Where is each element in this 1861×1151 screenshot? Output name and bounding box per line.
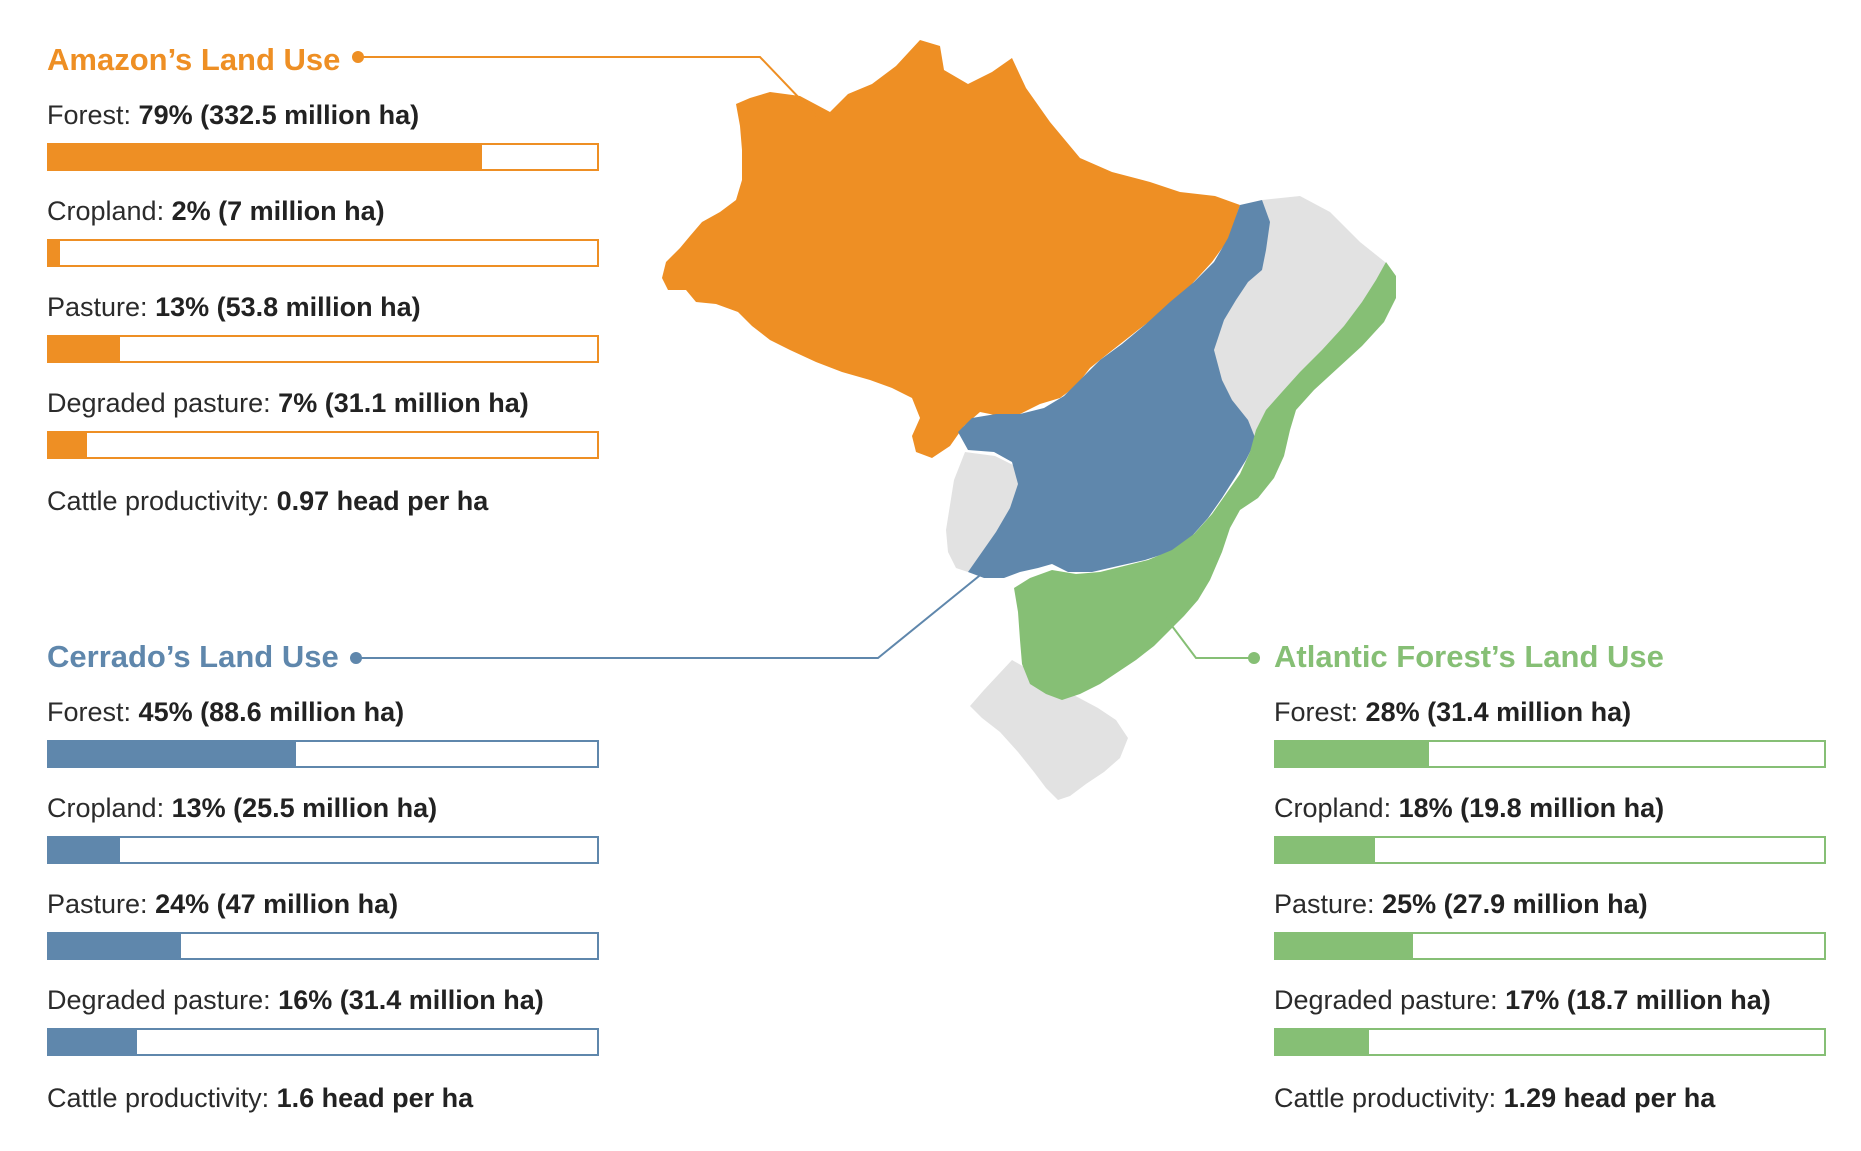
map-region-other-pantanal xyxy=(946,452,1020,572)
cattle-label: Cattle productivity: xyxy=(1274,1083,1497,1113)
atlantic-forest-cropland-bar xyxy=(1276,838,1375,862)
cerrado-degraded-pasture-bar-track xyxy=(47,1028,599,1056)
amazon-forest-bar-track xyxy=(47,143,599,171)
atlantic-forest-cropland-bar-track xyxy=(1274,836,1826,864)
atlantic-forest-forest-bar-track xyxy=(1274,740,1826,768)
amazon-cropland-label: Cropland: 2% (7 million ha) xyxy=(47,193,607,229)
metric-value: 25% (27.9 million ha) xyxy=(1382,889,1648,919)
metric-name: Pasture: xyxy=(1274,889,1375,919)
atlantic-forest-degraded-pasture-bar xyxy=(1276,1030,1370,1054)
atlantic-connector-dot xyxy=(1248,652,1260,664)
atlantic-forest-degraded-pasture-label: Degraded pasture: 17% (18.7 million ha) xyxy=(1274,982,1834,1018)
cerrado-cropland-bar xyxy=(49,838,121,862)
metric-value: 7% (31.1 million ha) xyxy=(278,388,529,418)
metric-name: Forest: xyxy=(47,697,132,727)
cerrado-cattle-productivity: Cattle productivity: 1.6 head per ha xyxy=(47,1078,607,1118)
cerrado-land-use-panel: Cerrado’s Land Use Forest: 45% (88.6 mill… xyxy=(47,637,607,1118)
metric-value: 2% (7 million ha) xyxy=(171,196,385,226)
atlantic-forest-pasture-bar xyxy=(1276,934,1413,958)
cerrado-pasture-bar xyxy=(49,934,181,958)
atlantic-forest-cattle-productivity: Cattle productivity: 1.29 head per ha xyxy=(1274,1078,1834,1118)
atlantic-forest-degraded-pasture-bar-track xyxy=(1274,1028,1826,1056)
amazon-connector-line xyxy=(358,56,825,125)
metric-name: Pasture: xyxy=(47,889,148,919)
cerrado-pasture-bar-track xyxy=(47,932,599,960)
amazon-panel-title: Amazon’s Land Use xyxy=(47,42,341,77)
amazon-degraded-pasture-label: Degraded pasture: 7% (31.1 million ha) xyxy=(47,385,607,421)
metric-value: 79% (332.5 million ha) xyxy=(138,100,420,130)
atlantic-connector-line xyxy=(1165,617,1254,659)
atlantic-forest-forest-label: Forest: 28% (31.4 million ha) xyxy=(1274,694,1834,730)
cattle-label: Cattle productivity: xyxy=(47,486,270,516)
cattle-value: 1.29 head per ha xyxy=(1503,1083,1716,1113)
metric-value: 18% (19.8 million ha) xyxy=(1398,793,1665,823)
cerrado-forest-bar xyxy=(49,742,296,766)
metric-value: 28% (31.4 million ha) xyxy=(1365,697,1632,727)
atlantic-forest-pasture-label: Pasture: 25% (27.9 million ha) xyxy=(1274,886,1834,922)
amazon-degraded-pasture-bar xyxy=(49,433,88,457)
metric-name: Forest: xyxy=(1274,697,1359,727)
cerrado-degraded-pasture-label: Degraded pasture: 16% (31.4 million ha) xyxy=(47,982,607,1018)
amazon-cattle-productivity: Cattle productivity: 0.97 head per ha xyxy=(47,481,607,521)
metric-name: Degraded pasture: xyxy=(47,985,271,1015)
amazon-connector-dot xyxy=(352,51,364,63)
atlantic-forest-cropland-label: Cropland: 18% (19.8 million ha) xyxy=(1274,790,1834,826)
atlantic-forest-land-use-panel: Atlantic Forest’s Land Use Forest: 28% (3… xyxy=(1274,637,1834,1118)
amazon-cropland-bar xyxy=(49,241,60,265)
amazon-forest-label: Forest: 79% (332.5 million ha) xyxy=(47,97,607,133)
cerrado-connector-dot xyxy=(350,652,362,664)
cerrado-degraded-pasture-bar xyxy=(49,1030,137,1054)
amazon-degraded-pasture-bar-track xyxy=(47,431,599,459)
map-region-other-south xyxy=(970,660,1128,800)
metric-value: 13% (25.5 million ha) xyxy=(171,793,438,823)
cerrado-forest-bar-track xyxy=(47,740,599,768)
cerrado-cropland-bar-track xyxy=(47,836,599,864)
atlantic-forest-panel-title: Atlantic Forest’s Land Use xyxy=(1274,639,1664,674)
map-region-cerrado xyxy=(958,200,1270,578)
cattle-label: Cattle productivity: xyxy=(47,1083,270,1113)
metric-name: Cropland: xyxy=(1274,793,1392,823)
cerrado-connector-line xyxy=(356,571,985,659)
cattle-value: 1.6 head per ha xyxy=(276,1083,474,1113)
cerrado-pasture-label: Pasture: 24% (47 million ha) xyxy=(47,886,607,922)
amazon-pasture-bar xyxy=(49,337,121,361)
metric-value: 24% (47 million ha) xyxy=(155,889,399,919)
atlantic-forest-forest-bar xyxy=(1276,742,1430,766)
cattle-value: 0.97 head per ha xyxy=(276,486,489,516)
amazon-forest-bar xyxy=(49,145,482,169)
metric-value: 45% (88.6 million ha) xyxy=(138,697,405,727)
metric-name: Cropland: xyxy=(47,793,165,823)
cerrado-panel-title: Cerrado’s Land Use xyxy=(47,639,339,674)
atlantic-forest-pasture-bar-track xyxy=(1274,932,1826,960)
cerrado-cropland-label: Cropland: 13% (25.5 million ha) xyxy=(47,790,607,826)
metric-name: Pasture: xyxy=(47,292,148,322)
metric-name: Degraded pasture: xyxy=(47,388,271,418)
metric-value: 17% (18.7 million ha) xyxy=(1505,985,1771,1015)
metric-name: Cropland: xyxy=(47,196,165,226)
metric-value: 13% (53.8 million ha) xyxy=(155,292,421,322)
amazon-pasture-label: Pasture: 13% (53.8 million ha) xyxy=(47,289,607,325)
amazon-cropland-bar-track xyxy=(47,239,599,267)
amazon-pasture-bar-track xyxy=(47,335,599,363)
map-region-amazon xyxy=(662,40,1240,458)
cerrado-forest-label: Forest: 45% (88.6 million ha) xyxy=(47,694,607,730)
map-region-atlantic-forest xyxy=(1014,262,1396,700)
metric-name: Forest: xyxy=(47,100,132,130)
metric-name: Degraded pasture: xyxy=(1274,985,1498,1015)
amazon-land-use-panel: Amazon’s Land Use Forest: 79% (332.5 mill… xyxy=(47,40,607,521)
metric-value: 16% (31.4 million ha) xyxy=(278,985,544,1015)
